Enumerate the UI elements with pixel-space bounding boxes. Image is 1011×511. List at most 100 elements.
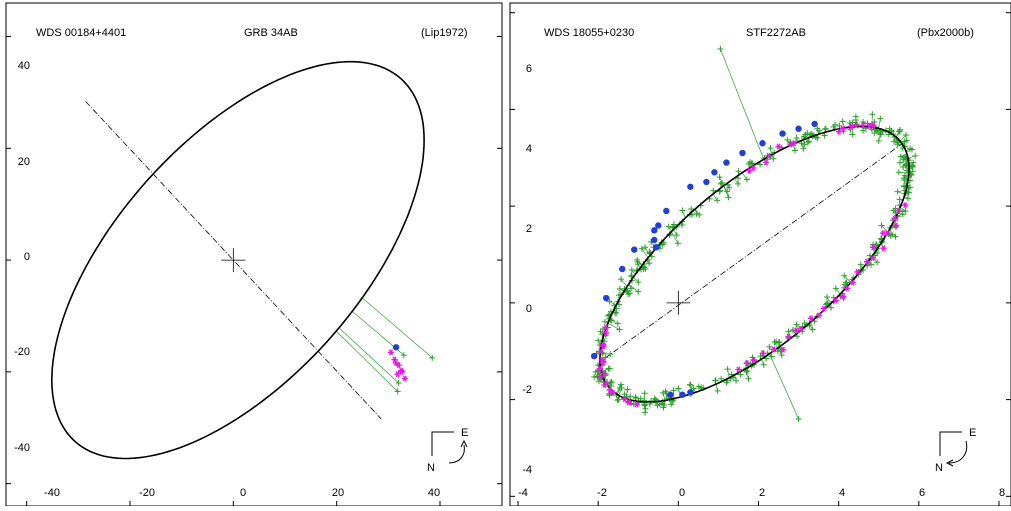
observation-point: [880, 245, 886, 251]
x-tick-label: 6: [919, 487, 925, 499]
observation-point: [696, 212, 702, 218]
observation-point: [735, 181, 741, 187]
y-tick-label: -2: [522, 384, 532, 396]
primary-star-marker: [221, 248, 245, 272]
observation-point: [761, 362, 767, 368]
x-tick-label: -40: [44, 487, 60, 499]
observation-point: [679, 392, 685, 398]
observation-point: [903, 208, 909, 214]
observation-point: [687, 184, 693, 190]
y-tick-label: 6: [526, 63, 532, 75]
observation-point: [877, 116, 883, 122]
discoverer-designation: STF2272AB: [746, 27, 806, 39]
observation-point: [896, 169, 902, 175]
observation-point: [897, 160, 903, 166]
plot-frame: [6, 3, 502, 506]
observation-point: [840, 118, 846, 124]
observation-point: [703, 179, 709, 185]
observation-point: [775, 144, 781, 150]
y-tick-labels: 40 20 0 -20 -40: [14, 60, 30, 454]
observation-point: [615, 321, 621, 327]
east-label: E: [969, 427, 976, 439]
observation-point: [639, 246, 645, 252]
orientation-indicator: E N: [427, 427, 468, 474]
observation-point: [794, 135, 800, 141]
rotation-arrow: [449, 445, 464, 463]
observation-point: [642, 402, 648, 408]
observation-point: [858, 262, 864, 268]
x-tick-label: 0: [679, 487, 685, 499]
observation-point: [717, 174, 723, 180]
observation-point: [745, 376, 751, 382]
y-tick-label: 0: [526, 303, 532, 315]
x-tick-labels: -4 -2 0 2 4 6 8: [518, 487, 1005, 499]
wds-designation: WDS 18055+0230: [544, 27, 634, 39]
observation-point: [635, 289, 641, 295]
observation-point: [616, 326, 622, 332]
east-label: E: [461, 427, 468, 439]
north-label: N: [935, 462, 943, 474]
plot-frame: [510, 3, 1011, 506]
observation-point: [876, 138, 882, 144]
plot-layers: [510, 13, 1011, 506]
orientation-axes: [940, 432, 962, 456]
observation-point: [714, 197, 720, 203]
observation-point: [868, 262, 874, 268]
x-tick-labels: -40 -20 0 20 40: [44, 487, 440, 499]
observation-point: [739, 150, 745, 156]
observation-point: [796, 416, 802, 422]
observation-point: [655, 222, 661, 228]
observation-point: [833, 285, 839, 291]
observation-point: [800, 146, 806, 152]
observation-point: [651, 237, 657, 243]
observation-point: [642, 410, 648, 416]
residual-line: [621, 279, 627, 286]
observation-point: [624, 386, 630, 392]
interferometric-observations: [393, 344, 399, 350]
observation-point: [768, 145, 774, 151]
orbit-panel-right: WDS 18055+0230 STF2272AB (Pbx2000b) 6 4 …: [510, 3, 1011, 506]
residual-line: [836, 288, 840, 294]
observation-point: [779, 130, 785, 136]
x-tick-label: 2: [759, 487, 765, 499]
y-tick-label: 40: [18, 60, 30, 72]
observation-point: [393, 344, 399, 350]
observation-point: [786, 328, 792, 334]
observation-point: [591, 353, 597, 359]
observation-point: [902, 202, 908, 208]
x-tick-label: 8: [999, 487, 1005, 499]
observation-point: [619, 266, 625, 272]
observation-point: [402, 376, 408, 382]
orientation-indicator: E N: [935, 427, 976, 474]
residual-line: [713, 194, 717, 200]
observation-point: [688, 382, 694, 388]
x-tick-label: 0: [240, 487, 246, 499]
y-tick-label: 20: [18, 156, 30, 168]
observation-point: [653, 244, 659, 250]
y-tick-label: 0: [24, 251, 30, 263]
observation-point: [824, 294, 830, 300]
x-tick-label: 40: [428, 487, 440, 499]
x-tick-label: 20: [332, 487, 344, 499]
observation-point: [723, 159, 729, 165]
observation-point: [631, 246, 637, 252]
observation-point: [725, 194, 731, 200]
orbit-reference: (Lip1972): [421, 27, 467, 39]
residual-line: [844, 276, 851, 283]
observation-point: [795, 126, 801, 132]
observation-point: [895, 189, 901, 195]
observation-point: [759, 140, 765, 146]
observation-point: [642, 244, 648, 250]
observation-point: [629, 267, 635, 273]
observation-point: [642, 390, 648, 396]
y-tick-labels: 6 4 2 0 -2 -4: [522, 63, 532, 476]
speckle-observations: [388, 350, 408, 382]
y-tick-label: -20: [14, 346, 30, 358]
x-tick-label: -2: [597, 487, 607, 499]
north-label: N: [427, 462, 435, 474]
observation-point: [711, 169, 717, 175]
x-tick-label: -20: [139, 487, 155, 499]
residual-line: [742, 173, 747, 180]
y-tick-label: 4: [526, 143, 532, 155]
